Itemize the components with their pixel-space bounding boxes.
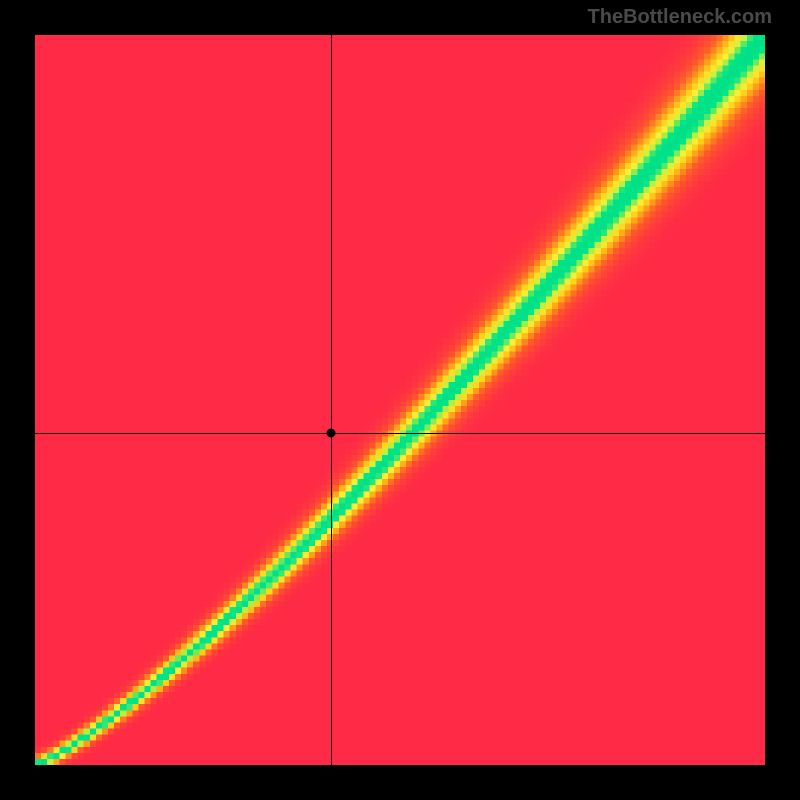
watermark-text: TheBottleneck.com: [588, 6, 772, 29]
heatmap-plot: [35, 35, 765, 765]
heatmap-canvas: [35, 35, 765, 765]
crosshair-vertical: [331, 35, 332, 765]
data-point-marker: [326, 428, 335, 437]
crosshair-horizontal: [35, 433, 765, 434]
